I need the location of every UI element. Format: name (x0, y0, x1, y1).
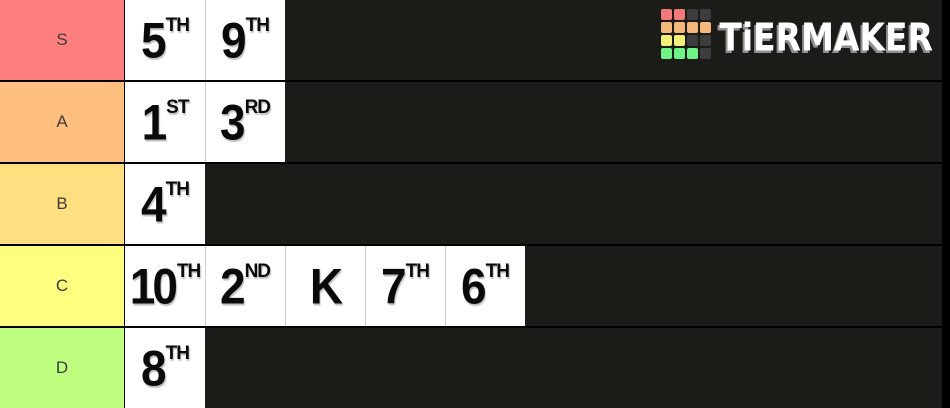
tile-number: 1 (141, 93, 168, 151)
tier-row-d: D 8 TH (0, 328, 942, 408)
logo-grid-cell (674, 9, 686, 20)
tile-ordinal-suffix: RD (244, 97, 271, 118)
tile-number: 3 (219, 93, 246, 151)
logo-grid-cell (700, 22, 712, 33)
tile-item[interactable]: 9 TH (205, 0, 285, 80)
logo-grid-cell (687, 9, 699, 20)
logo-grid-cell (700, 9, 712, 20)
tier-label-d: D (0, 328, 125, 408)
logo-grid-cell (661, 35, 673, 46)
tile-item[interactable]: 6 TH (445, 246, 525, 326)
tier-tiles: 4 TH (125, 164, 205, 244)
logo-grid-cell (661, 48, 673, 59)
logo-grid-cell (661, 9, 673, 20)
brand-wordmark: TiERMAKER (719, 14, 933, 60)
tile-ordinal-suffix: TH (176, 261, 201, 282)
tier-row-a: A 1 ST 3 RD (0, 82, 942, 162)
tier-row-b: B 4 TH (0, 164, 942, 244)
tile-number: K (309, 257, 343, 315)
tile-number: 5 (141, 11, 167, 69)
tile-ordinal-suffix: TH (405, 261, 430, 282)
tile-ordinal-suffix: TH (165, 15, 190, 36)
tier-row-s: S 5 TH 9 TH (0, 0, 942, 80)
logo-grid-cell (661, 22, 673, 33)
tile-item[interactable]: 5 TH (125, 0, 205, 80)
tile-ordinal-suffix: TH (245, 15, 270, 36)
tier-label-c: C (0, 246, 125, 326)
logo-grid-cell (674, 48, 686, 59)
tile-ordinal-suffix: TH (165, 179, 190, 200)
tier-label-b: B (0, 164, 125, 244)
tier-tiles: 1 ST 3 RD (125, 82, 285, 162)
tile-ordinal-suffix: ND (244, 261, 271, 282)
logo-grid-cell (687, 22, 699, 33)
tile-number: 7 (381, 257, 407, 315)
tier-row-c: C 10 TH 2 ND K 7 TH 6 TH (0, 246, 942, 326)
tile-item[interactable]: 3 RD (205, 82, 285, 162)
tiermaker-logo[interactable]: TiERMAKER (661, 9, 933, 59)
tile-number: 10 (129, 257, 178, 315)
tile-item[interactable]: 2 ND (205, 246, 285, 326)
tile-number: 9 (221, 11, 247, 69)
tier-tiles: 8 TH (125, 328, 205, 408)
tier-tiles: 5 TH 9 TH (125, 0, 285, 80)
logo-grid-cell (687, 35, 699, 46)
tile-item[interactable]: 10 TH (125, 246, 205, 326)
tile-ordinal-suffix: TH (165, 343, 190, 364)
tile-number: 2 (219, 257, 246, 315)
tile-number: 4 (141, 175, 167, 233)
tile-item[interactable]: 8 TH (125, 328, 205, 408)
tier-tiles: 10 TH 2 ND K 7 TH 6 TH (125, 246, 525, 326)
tier-label-s: S (0, 0, 125, 80)
tile-ordinal-suffix: TH (485, 261, 510, 282)
tile-item[interactable]: 7 TH (365, 246, 445, 326)
tier-label-a: A (0, 82, 125, 162)
logo-grid-cell (674, 35, 686, 46)
logo-grid-cell (687, 48, 699, 59)
tile-number: 8 (141, 339, 167, 397)
tile-ordinal-suffix: ST (166, 97, 189, 118)
tile-item[interactable]: K (285, 246, 365, 326)
tiermaker-logo-grid-icon (661, 9, 712, 59)
logo-grid-cell (674, 22, 686, 33)
tile-item[interactable]: 4 TH (125, 164, 205, 244)
logo-grid-cell (700, 35, 712, 46)
tile-number: 6 (461, 257, 487, 315)
tile-item[interactable]: 1 ST (125, 82, 205, 162)
logo-grid-cell (700, 48, 712, 59)
